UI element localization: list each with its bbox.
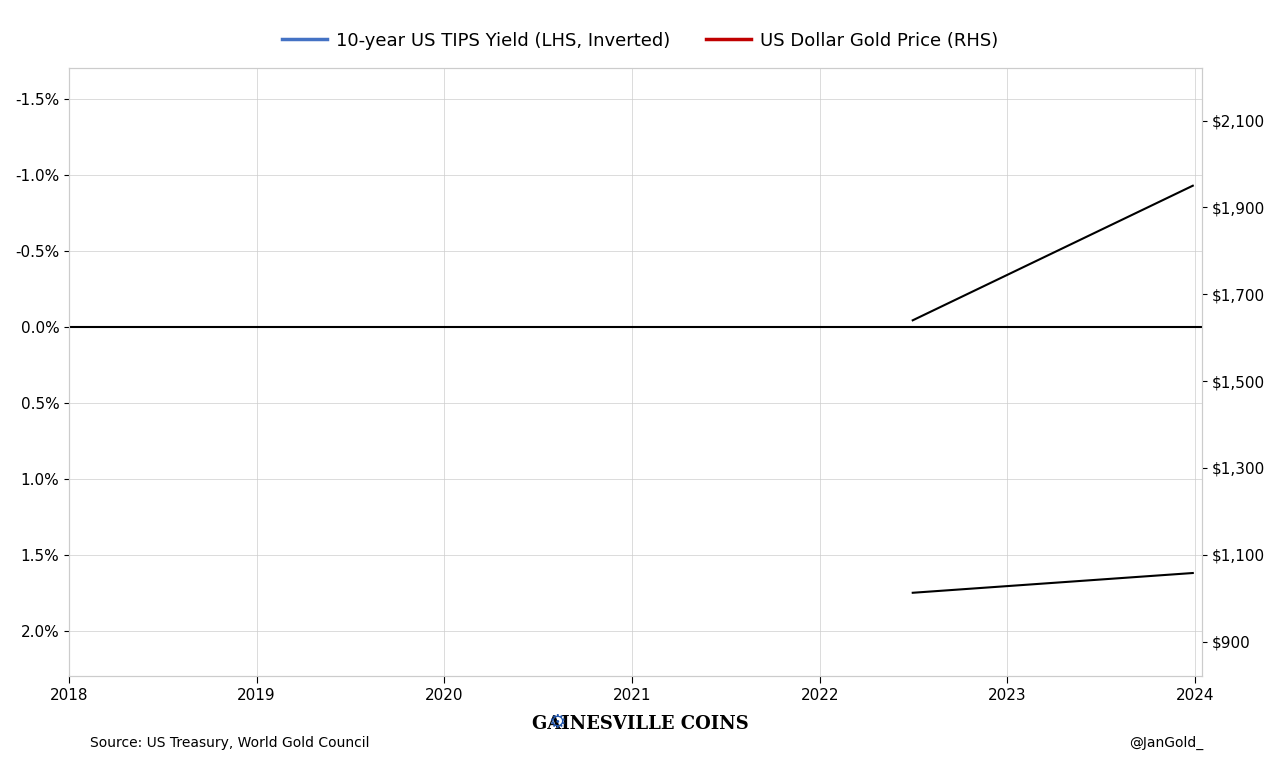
Legend: 10-year US TIPS Yield (LHS, Inverted), US Dollar Gold Price (RHS): 10-year US TIPS Yield (LHS, Inverted), U… bbox=[274, 24, 1006, 57]
Text: ⚙: ⚙ bbox=[548, 713, 566, 732]
Text: @JanGold_: @JanGold_ bbox=[1129, 736, 1203, 750]
Text: GAINESVILLE COINS: GAINESVILLE COINS bbox=[531, 715, 749, 733]
Text: Source: US Treasury, World Gold Council: Source: US Treasury, World Gold Council bbox=[90, 736, 369, 750]
